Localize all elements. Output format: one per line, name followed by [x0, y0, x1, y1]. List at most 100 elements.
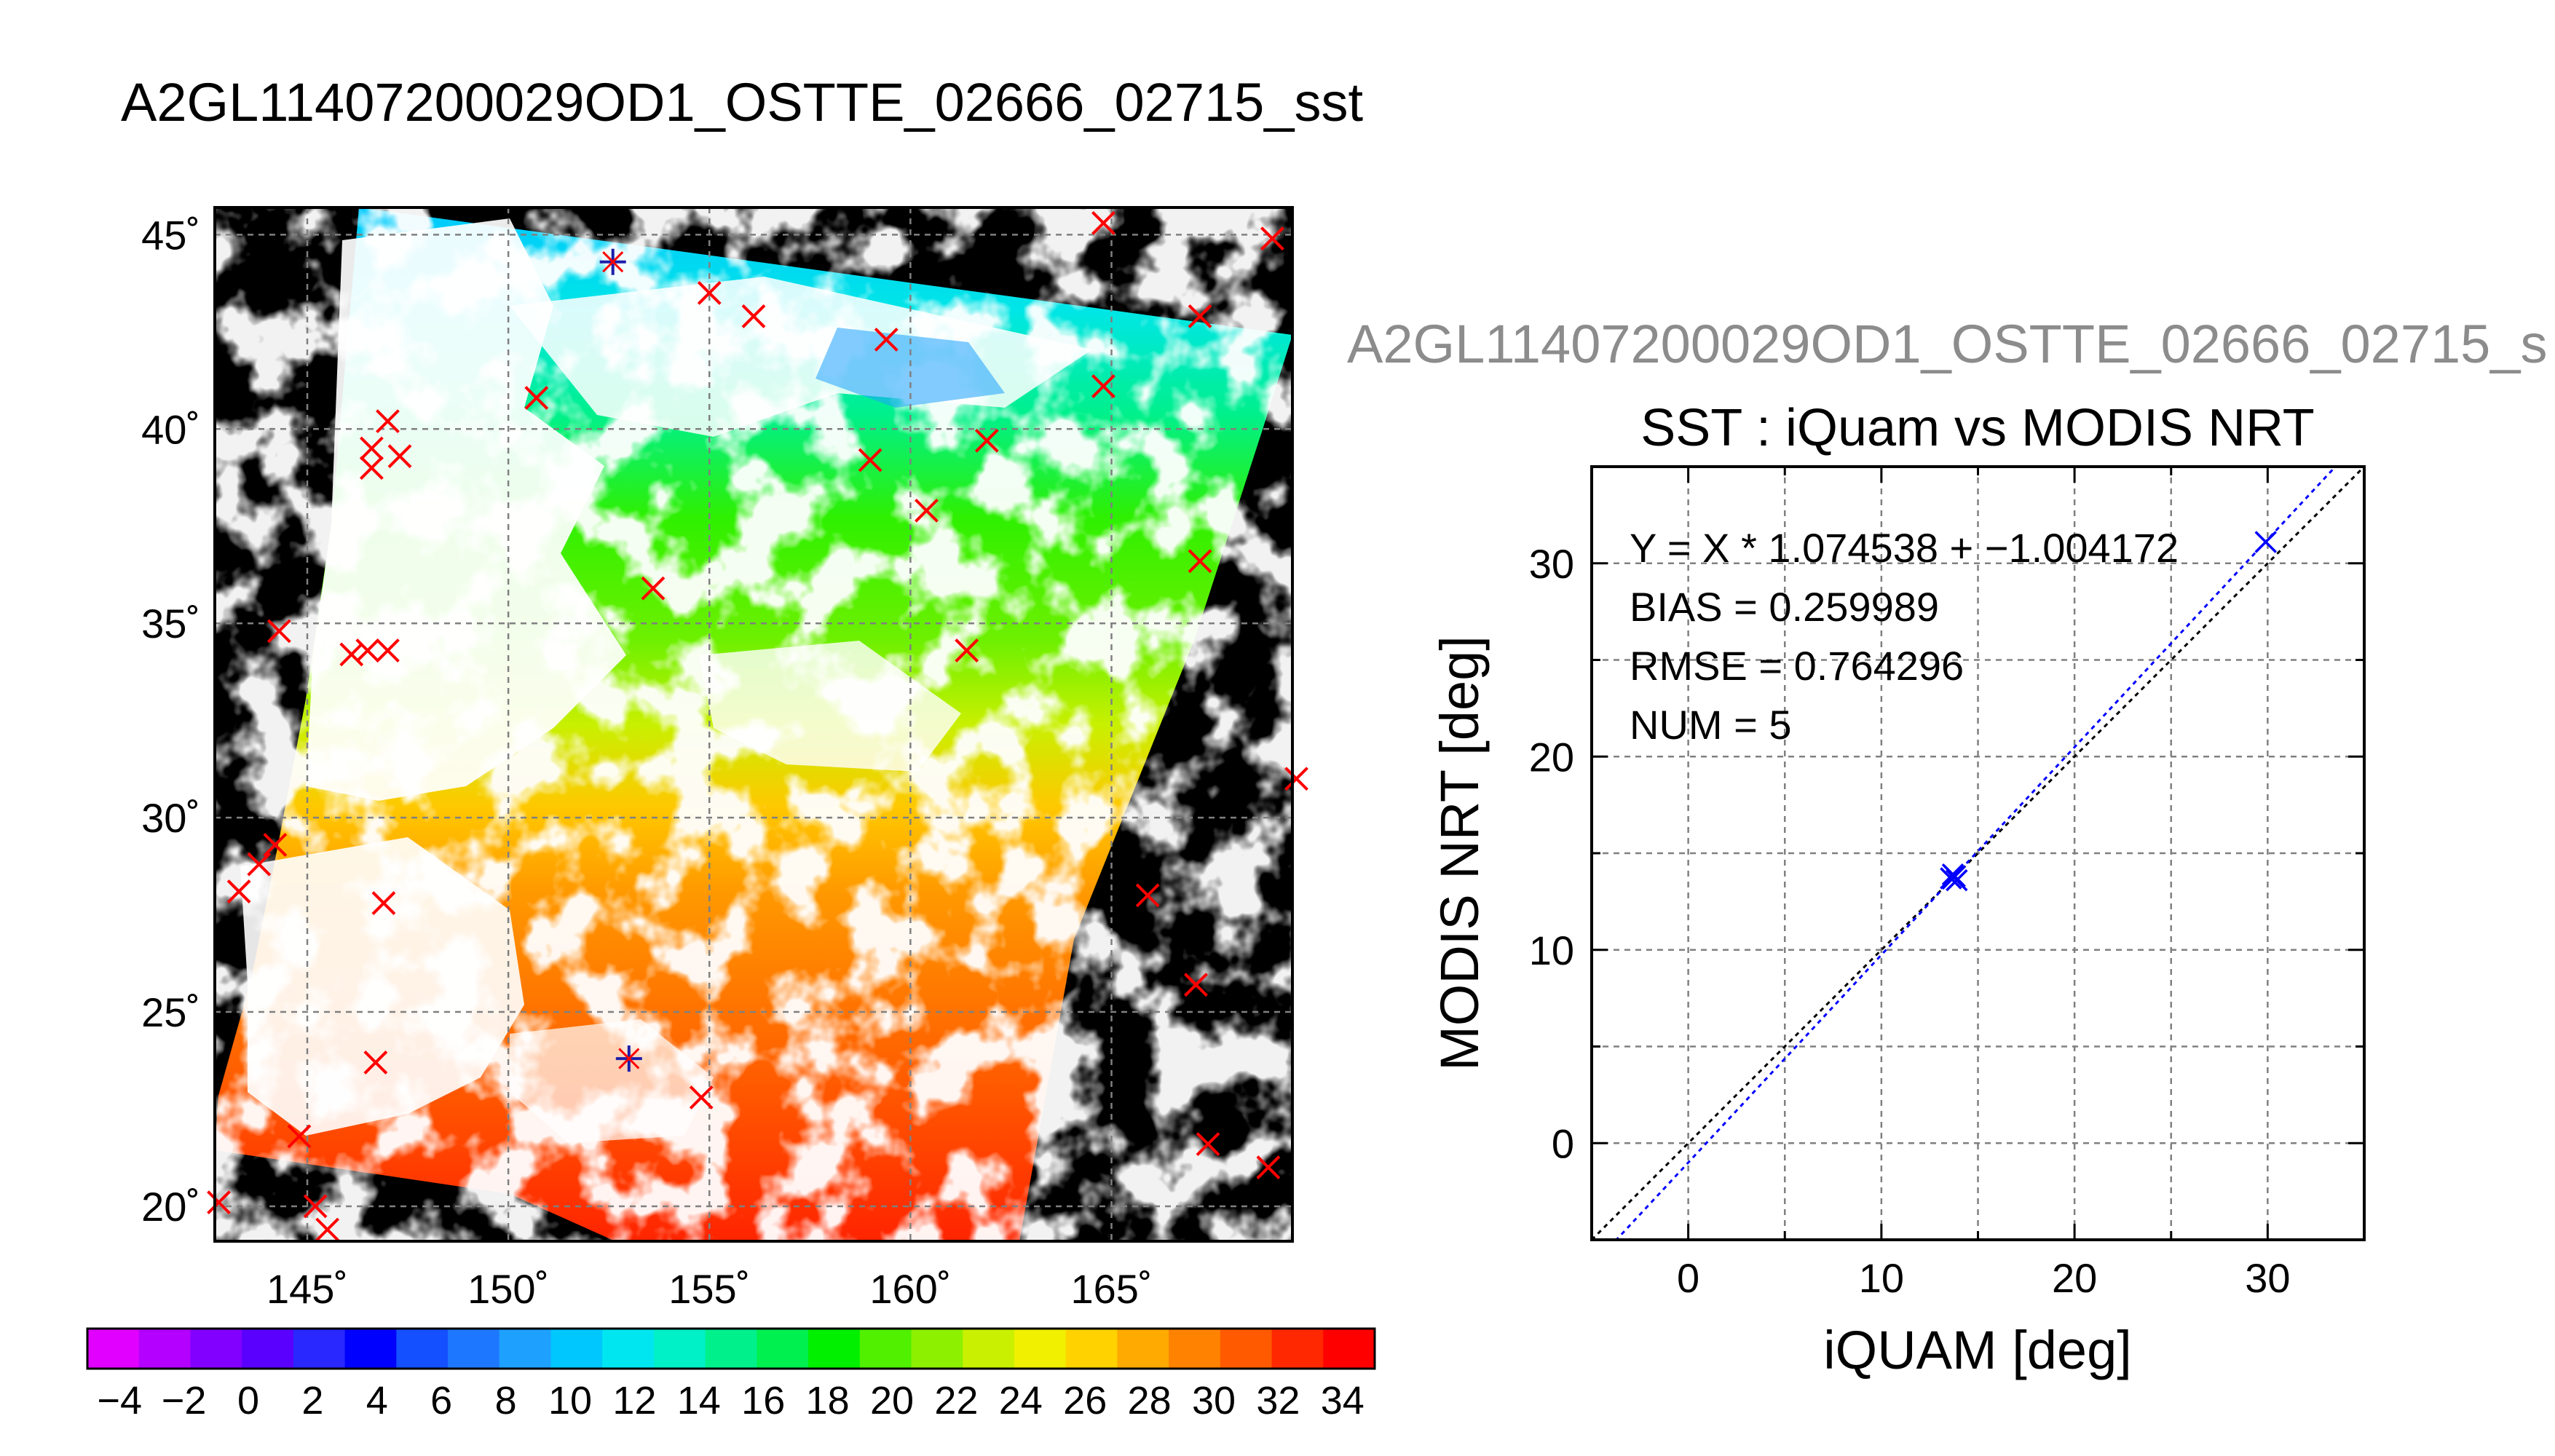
colorbar: [86, 1327, 1376, 1370]
marker-stroke: [266, 619, 291, 644]
map-red-x-marker: [1260, 226, 1284, 251]
colorbar-swatch: [859, 1329, 912, 1369]
marker-stroke: [303, 1194, 328, 1219]
map-x-tick-label: 160˚: [869, 1266, 951, 1312]
scatter-annotations: Y = X * 1.074538 + −1.004172 BIAS = 0.259…: [1630, 525, 2179, 748]
map-red-x-marker: [263, 833, 288, 857]
colorbar-swatch: [1271, 1329, 1324, 1369]
colorbar-swatch: [653, 1329, 706, 1369]
colorbar-swatch: [242, 1329, 294, 1369]
colorbar-swatch: [499, 1329, 552, 1369]
colorbar-swatch: [602, 1329, 655, 1369]
map-red-x-marker: [1135, 883, 1160, 908]
scatter-overtitle: A2GL11407200029OD1_OSTTE_02666_02715_s: [1347, 314, 2548, 374]
map-red-x-marker: [363, 1051, 388, 1075]
map-blue-star-marker: [615, 1045, 642, 1072]
scatter-tick-marks: [1592, 467, 2364, 1240]
cloud-region-south: [510, 1019, 714, 1143]
colorbar-swatch: [1323, 1329, 1375, 1369]
map-red-x-marker: [689, 1085, 714, 1109]
map-red-x-marker: [1188, 549, 1212, 574]
colorbar-swatch: [963, 1329, 1015, 1369]
cloud-region-west: [306, 218, 626, 801]
map-red-x-marker: [376, 638, 400, 662]
colorbar-tick-label: 6: [430, 1379, 452, 1423]
colorbar-tick-label: 2: [301, 1379, 323, 1423]
map-red-x-marker: [874, 328, 899, 352]
figure-title: A2GL11407200029OD1_OSTTE_02666_02715_sst: [121, 72, 1364, 132]
map-frame: [213, 206, 1294, 1243]
map-red-x-marker: [1284, 767, 1308, 791]
map-red-x-marker: [1091, 374, 1115, 398]
colorbar-tick-label: 32: [1256, 1379, 1300, 1423]
map-red-x-marker: [247, 852, 272, 877]
cold-patch-north: [816, 328, 1005, 408]
colorbar-swatch: [757, 1329, 809, 1369]
scatter-y-tick-labels: 0 10 20 30: [1529, 541, 1574, 1167]
point-stroke: [1940, 867, 1962, 890]
colorbar-tick-label: 16: [741, 1379, 785, 1423]
marker-stroke: [207, 1190, 231, 1215]
scatter-x-tick-label: 30: [2245, 1255, 2290, 1301]
marker-stroke: [315, 1217, 340, 1242]
colorbar-swatch: [87, 1329, 140, 1369]
map-y-tick-label: 45˚: [141, 212, 200, 258]
scatter-annotation: Y = X * 1.074538 + −1.004172: [1630, 525, 2179, 571]
map-red-x-marker: [955, 638, 979, 662]
colorbar-swatch: [138, 1329, 191, 1369]
colorbar-tick-label: 20: [870, 1379, 914, 1423]
point-stroke: [1941, 863, 1964, 886]
marker-stroke: [355, 638, 380, 662]
scatter-point: [1941, 863, 1964, 886]
colorbar-swatch: [1169, 1329, 1221, 1369]
map-x-tick-label: 165˚: [1070, 1266, 1152, 1312]
colorbar-swatch: [911, 1329, 963, 1369]
colorbar-swatch: [705, 1329, 757, 1369]
point-stroke: [2254, 531, 2277, 553]
map-red-x-marker: [339, 642, 364, 667]
map-red-x-marker: [1184, 973, 1208, 997]
colorbar-tick-label: 0: [237, 1379, 259, 1423]
map-red-x-marker: [287, 1124, 312, 1149]
scatter-annotation: BIAS = 0.259989: [1630, 584, 1939, 630]
marker-stroke: [263, 833, 288, 857]
map-red-x-marker: [355, 638, 380, 662]
map-red-x-marker: [641, 576, 666, 601]
scatter-y-tick-label: 0: [1552, 1120, 1574, 1166]
colorbar-tick-label: 24: [999, 1379, 1043, 1423]
regression-line: [1614, 467, 2337, 1240]
colorbar-swatch: [396, 1329, 449, 1369]
colorbar-tick-label: −4: [97, 1379, 142, 1423]
colorbar-swatch: [1220, 1329, 1273, 1369]
map-blue-star-marker: [599, 248, 626, 275]
colorbar-swatch: [344, 1329, 397, 1369]
map-red-x-marker: [376, 409, 400, 434]
colorbar-frame: [86, 1327, 1376, 1370]
marker-stroke: [247, 852, 272, 877]
marker-stroke: [618, 1048, 640, 1069]
marker-stroke: [974, 428, 999, 453]
map-red-x-marker: [1091, 210, 1115, 235]
marker-stroke: [1091, 210, 1115, 235]
scatter-point: [1940, 867, 1962, 890]
scatter-points: [1940, 531, 2277, 892]
map-red-x-marker: [315, 1217, 340, 1242]
scatter-x-tick-labels: 0 10 20 30: [1677, 1255, 2290, 1301]
map-red-x-marker: [226, 879, 251, 903]
scatter-x-tick-label: 20: [2052, 1255, 2097, 1301]
marker-stroke: [1188, 304, 1212, 328]
colorbar-swatch: [550, 1329, 603, 1369]
colorbar-tick-label: 12: [612, 1379, 656, 1423]
map-red-x-marker: [266, 619, 291, 644]
colorbar-tick-label: 18: [806, 1379, 850, 1423]
marker-stroke: [524, 386, 549, 410]
colorbar-tick-label: 8: [495, 1379, 517, 1423]
colorbar-swatch: [1065, 1329, 1118, 1369]
map-y-tick-label: 20˚: [141, 1184, 200, 1230]
map-red-x-marker: [207, 1190, 231, 1215]
marker-stroke: [359, 436, 384, 461]
map-y-tick-labels: 20˚ 25˚ 30˚ 35˚ 40˚ 45˚: [141, 212, 200, 1230]
marker-stroke: [641, 576, 666, 601]
scatter-x-axis-label: iQUAM [deg]: [1823, 1320, 2132, 1380]
colorbar-swatch: [190, 1329, 242, 1369]
